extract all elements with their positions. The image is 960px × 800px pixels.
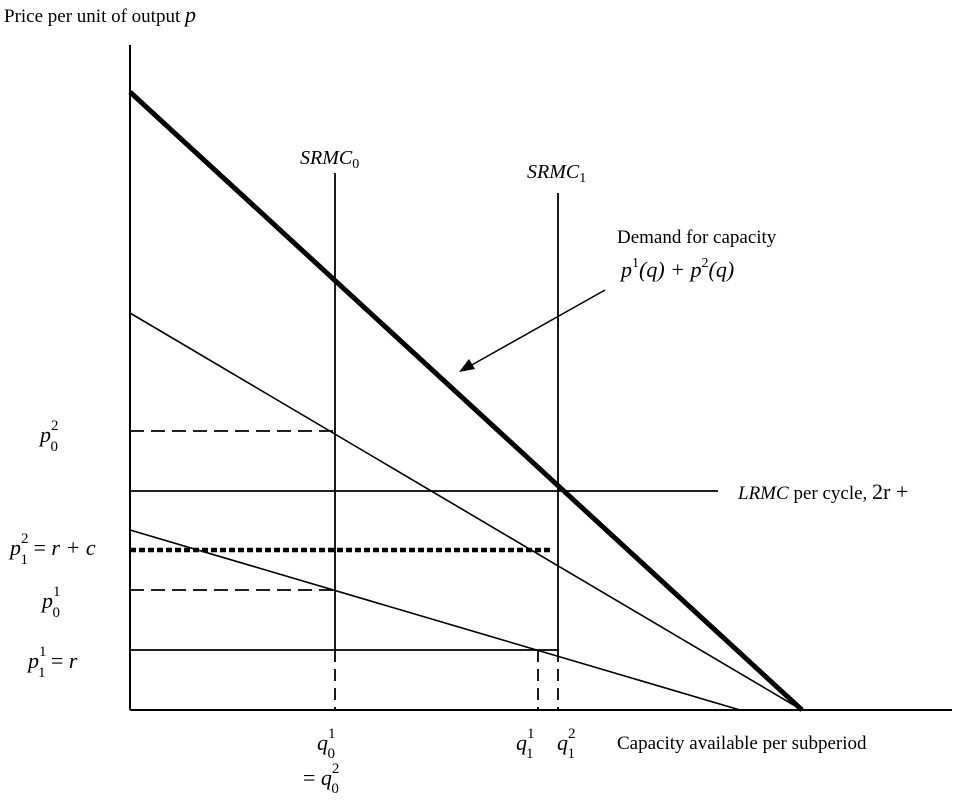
peak-demand-line (129, 312, 803, 711)
y-axis-title: Price per unit of output p (4, 2, 196, 27)
p02-label: p2 0 (38, 418, 59, 455)
demand-label-formula: p1(q) + p2(q) (619, 256, 734, 282)
eq-q02-label: = q2 0 (303, 761, 339, 797)
demand-arrow-head (459, 359, 475, 372)
x-axis-title: Capacity available per subperiod (617, 733, 867, 754)
srmc0-label: SRMC0 (300, 147, 359, 172)
q01-label: q1 0 (317, 726, 336, 762)
demand-label-title: Demand for capacity (617, 227, 777, 248)
q11-label: q1 1 (516, 726, 534, 762)
lrmc-label: LRMC per cycle, 2r + (737, 479, 908, 504)
srmc1-label: SRMC1 (527, 161, 586, 186)
p12-label: p2 1 = r + c (8, 531, 96, 568)
demand-arrow-shaft (469, 289, 606, 367)
p01-label: p1 0 (40, 584, 61, 621)
q12-label: q2 1 (557, 726, 576, 762)
offpeak-demand-line (129, 529, 741, 711)
demand-for-capacity-line (128, 90, 804, 712)
p11-label: p1 1 = r (26, 644, 78, 681)
